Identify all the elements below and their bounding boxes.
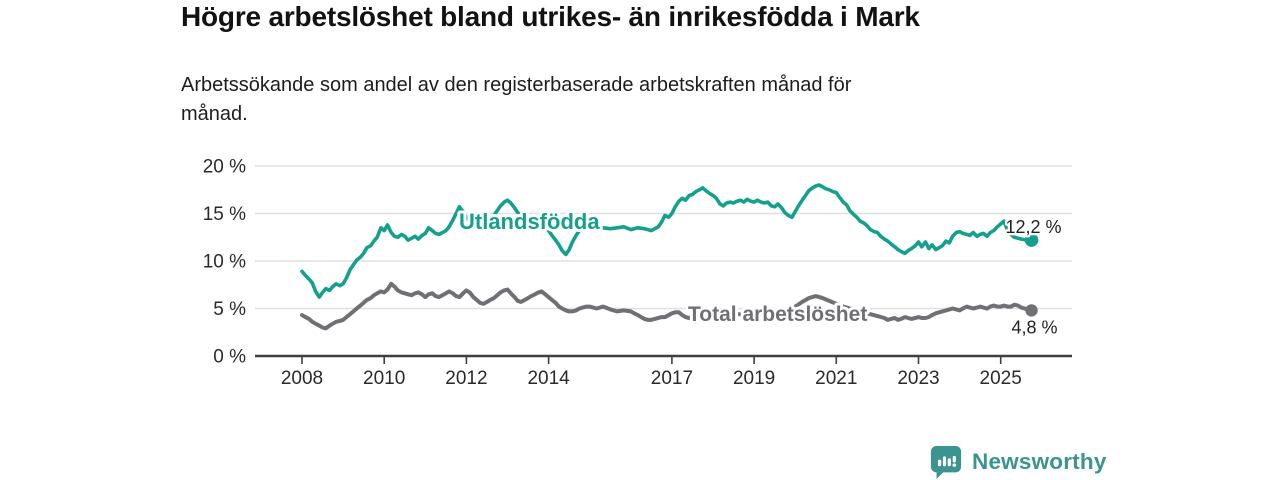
x-tick-label: 2008 xyxy=(281,368,323,389)
x-tick-label: 2021 xyxy=(815,368,857,389)
newsworthy-logo: Newsworthy xyxy=(929,444,1107,480)
series-label: Utlandsfödda xyxy=(459,209,600,234)
y-tick-label: 5 % xyxy=(213,299,246,320)
x-tick-label: 2012 xyxy=(445,368,487,389)
x-tick-label: 2014 xyxy=(527,368,570,389)
newsworthy-logo-text: Newsworthy xyxy=(972,449,1107,474)
series-end-dot xyxy=(1025,304,1038,317)
x-tick-label: 2019 xyxy=(733,368,775,389)
series-label: Total arbetslöshet xyxy=(688,303,867,326)
x-tick-label: 2023 xyxy=(897,368,939,389)
end-value-label: 12,2 % xyxy=(1006,217,1062,237)
series-line-total xyxy=(300,281,1034,331)
series-line-utlandsfodda xyxy=(300,183,1034,299)
y-tick-label: 20 % xyxy=(203,157,246,178)
y-tick-label: 15 % xyxy=(203,204,246,225)
x-tick-label: 2025 xyxy=(980,368,1022,389)
x-tick-label: 2010 xyxy=(363,368,405,389)
end-value-label: 4,8 % xyxy=(1012,317,1058,337)
x-tick-label: 2017 xyxy=(651,368,693,389)
chart-subtitle: Arbetssökande som andel av den registerb… xyxy=(181,74,852,125)
page-title: Högre arbetslöshet bland utrikes- än inr… xyxy=(181,1,920,32)
newsworthy-bar-chart-bubble-icon xyxy=(930,445,962,479)
y-tick-label: 0 % xyxy=(213,347,246,368)
series-end-dot xyxy=(1024,233,1039,247)
y-tick-label: 10 % xyxy=(203,252,246,273)
